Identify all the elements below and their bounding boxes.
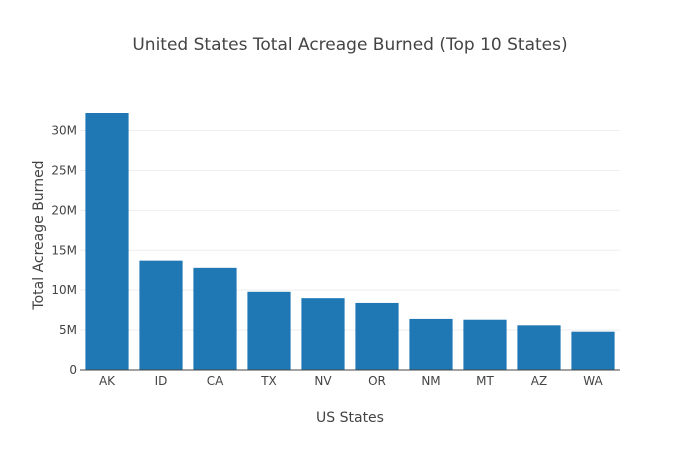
- bar-nm: [409, 318, 453, 370]
- x-tick-label: MT: [476, 374, 494, 388]
- y-tick-label: 30M: [51, 124, 77, 138]
- bar-ak: [85, 113, 129, 370]
- bar-ca: [193, 267, 237, 370]
- x-axis-ticks: AK ID CA TX NV OR NM MT AZ WA: [99, 374, 604, 388]
- x-tick-label: OR: [368, 374, 386, 388]
- x-tick-label: AZ: [531, 374, 547, 388]
- x-axis-title: US States: [316, 410, 384, 426]
- x-tick-label: AK: [99, 374, 116, 388]
- x-tick-label: NV: [314, 374, 332, 388]
- y-axis-title: Total Acreage Burned: [31, 160, 47, 310]
- x-tick-label: WA: [583, 374, 603, 388]
- bars: [85, 113, 615, 370]
- y-tick-label: 15M: [51, 243, 77, 257]
- y-tick-label: 20M: [51, 203, 77, 217]
- y-tick-label: 0: [69, 363, 77, 377]
- bar-wa: [571, 331, 615, 370]
- bar-nv: [301, 298, 345, 370]
- bar-id: [139, 260, 183, 370]
- bar-az: [517, 325, 561, 370]
- bar-or: [355, 302, 399, 370]
- y-tick-label: 10M: [51, 283, 77, 297]
- bar-mt: [463, 319, 507, 370]
- bar-tx: [247, 291, 291, 370]
- y-axis-ticks: 0 5M 10M 15M 20M 25M 30M: [51, 124, 77, 377]
- x-tick-label: NM: [421, 374, 440, 388]
- y-tick-label: 5M: [59, 323, 77, 337]
- y-tick-label: 25M: [51, 163, 77, 177]
- x-tick-label: ID: [155, 374, 168, 388]
- chart-title: United States Total Acreage Burned (Top …: [132, 35, 567, 55]
- x-tick-label: CA: [207, 374, 224, 388]
- x-tick-label: TX: [260, 374, 277, 388]
